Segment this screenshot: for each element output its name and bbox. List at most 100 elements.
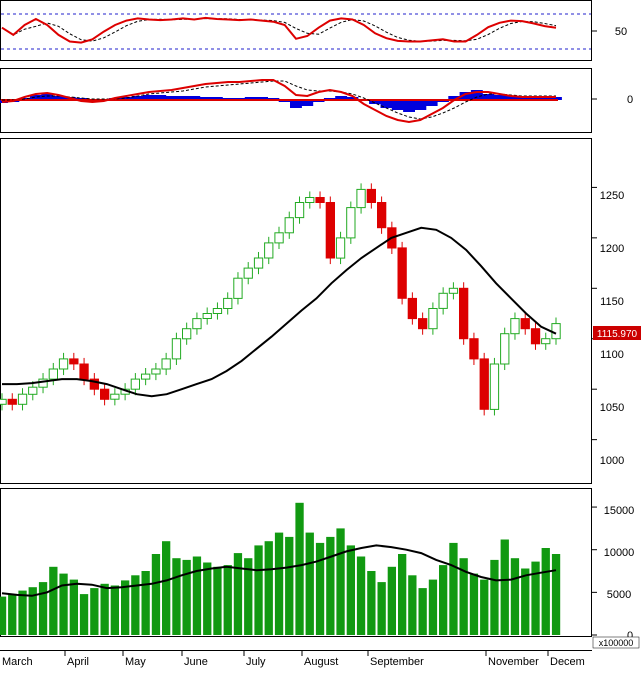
month-label-may: May bbox=[125, 656, 146, 668]
candle-body bbox=[253, 257, 264, 269]
price-panel-frame bbox=[0, 138, 592, 484]
candle-body bbox=[335, 237, 346, 259]
volume-tick-15000: 15000 bbox=[604, 505, 635, 517]
last-price-marker: 1115.970 bbox=[593, 326, 641, 340]
macd-hist-bar bbox=[527, 97, 540, 100]
macd-hist-bar bbox=[380, 100, 393, 108]
month-label-july: July bbox=[246, 656, 266, 668]
volume-bar bbox=[121, 580, 130, 635]
macd-hist-bar bbox=[210, 97, 223, 100]
candle-body bbox=[469, 338, 479, 360]
macd-hist-bar bbox=[188, 96, 201, 100]
candle-body bbox=[541, 338, 551, 345]
macd-hist-bar bbox=[425, 100, 438, 106]
volume-bar bbox=[182, 559, 191, 635]
macd-layer bbox=[0, 79, 562, 124]
macd-hist-bar bbox=[165, 96, 178, 100]
price-tick-1250: 1250 bbox=[600, 190, 624, 202]
volume-bar bbox=[69, 579, 78, 635]
volume-tick-10000: 10000 bbox=[604, 547, 635, 559]
volume-bar bbox=[244, 558, 253, 635]
volume-bar bbox=[305, 532, 314, 635]
candle-body bbox=[294, 202, 305, 219]
volume-unit-label: x100000 bbox=[599, 638, 634, 648]
candle-body bbox=[110, 393, 120, 400]
volume-bar bbox=[428, 579, 438, 635]
candle-body bbox=[0, 398, 7, 405]
volume-bar bbox=[387, 566, 396, 635]
volume-bar bbox=[233, 553, 243, 635]
macd-hist-bar bbox=[516, 96, 528, 100]
macd-hist-bar bbox=[504, 96, 517, 100]
macd-hist-bar bbox=[301, 100, 314, 106]
candle-body bbox=[500, 333, 510, 365]
macd-hist-bar bbox=[459, 92, 472, 100]
macd-hist-bar bbox=[143, 95, 155, 100]
candle-body bbox=[284, 217, 294, 234]
volume-bar bbox=[295, 502, 304, 635]
volume-bar bbox=[521, 568, 530, 635]
month-label-november: November bbox=[488, 656, 539, 668]
macd-hist-bar bbox=[199, 97, 212, 100]
volume-bar bbox=[531, 561, 540, 635]
volume-bar bbox=[326, 536, 335, 635]
volume-bar bbox=[346, 545, 355, 635]
volume-bar bbox=[131, 575, 140, 635]
last-price-label: 1115.970 bbox=[597, 329, 638, 340]
macd-hist-bar bbox=[176, 96, 189, 100]
month-label-december: Decem bbox=[550, 656, 585, 668]
volume-bar bbox=[28, 587, 37, 635]
volume-bar bbox=[79, 594, 89, 635]
price-tick-1000: 1000 bbox=[600, 455, 624, 467]
candle-body bbox=[161, 358, 171, 370]
candle-body bbox=[356, 188, 366, 209]
candle-body bbox=[397, 247, 407, 299]
candle-body bbox=[233, 277, 243, 299]
volume-bar bbox=[203, 562, 212, 635]
volume-bar bbox=[213, 566, 222, 635]
macd-axis: 0 bbox=[591, 94, 633, 106]
rsi-line-layer bbox=[1, 16, 557, 44]
month-label-june: June bbox=[184, 656, 208, 668]
macd-hist-bar bbox=[403, 100, 415, 112]
volume-bars-layer bbox=[0, 502, 597, 636]
candle-body bbox=[407, 297, 418, 320]
candle-body bbox=[510, 318, 520, 335]
macd-tick-label: 0 bbox=[627, 94, 633, 106]
macd-hist-bar bbox=[538, 97, 551, 100]
macd-hist-bar bbox=[131, 96, 144, 100]
macd-hist-bar bbox=[154, 95, 167, 100]
candle-body bbox=[89, 378, 99, 390]
volume-bar bbox=[500, 539, 509, 635]
volume-bar bbox=[110, 585, 119, 635]
candle-body bbox=[212, 308, 223, 314]
macd-hist-bar bbox=[335, 96, 348, 100]
volume-bar bbox=[367, 571, 376, 635]
rsi-panel-frame bbox=[0, 0, 592, 61]
volume-bar bbox=[18, 590, 27, 635]
candle-body bbox=[202, 313, 212, 319]
macd-hist-bar bbox=[52, 96, 65, 100]
candle-body bbox=[171, 338, 182, 360]
volume-bar bbox=[439, 565, 448, 635]
price-moving-average-line bbox=[2, 226, 557, 398]
macd-hist-bar bbox=[120, 97, 133, 100]
macd-hist-bar bbox=[290, 100, 302, 108]
volume-bar bbox=[254, 545, 263, 635]
macd-hist-bar bbox=[256, 97, 268, 100]
volume-bar bbox=[223, 565, 232, 635]
candle-body bbox=[151, 368, 161, 375]
volume-bar bbox=[0, 596, 7, 635]
volume-bar bbox=[418, 588, 427, 635]
candle-body bbox=[448, 287, 459, 294]
volume-bar bbox=[141, 571, 150, 635]
candle-body bbox=[438, 292, 448, 309]
candle-body bbox=[418, 318, 428, 330]
rsi-tick-label: 50 bbox=[615, 26, 627, 38]
volume-bar bbox=[90, 588, 99, 635]
candle-body bbox=[530, 328, 541, 345]
volume-bar bbox=[510, 558, 520, 635]
rsi-guides bbox=[1, 13, 591, 50]
volume-bar bbox=[100, 583, 109, 635]
